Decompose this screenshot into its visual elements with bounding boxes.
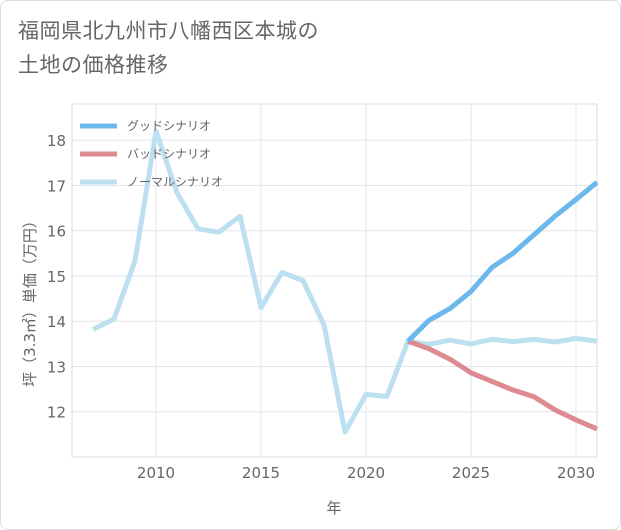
- tick-labels: 12 13 14 15 16 17 18 2010 2015 2020 2025 2030: [47, 132, 595, 482]
- y-tick-label: 16: [47, 223, 66, 241]
- series-line-normal: [91, 128, 598, 435]
- y-tick-label: 17: [47, 177, 66, 195]
- y-tick-label: 12: [47, 404, 66, 422]
- series-line-bad: [407, 338, 598, 432]
- chart-title-line-1: 福岡県北九州市八幡西区本城の: [18, 19, 319, 43]
- series-layer: [91, 128, 599, 435]
- chart-title-line-2: 土地の価格推移: [18, 53, 169, 77]
- x-tick-label: 2020: [347, 464, 385, 482]
- legend-label-normal: ノーマルシナリオ: [127, 175, 223, 189]
- series-line-good: [406, 180, 599, 343]
- y-tick-label: 14: [47, 313, 66, 331]
- legend-label-bad: バッドシナリオ: [127, 147, 211, 161]
- y-tick-label: 15: [47, 268, 66, 286]
- chart-title: 福岡県北九州市八幡西区本城の 土地の価格推移: [18, 14, 608, 82]
- x-tick-label: 2030: [557, 464, 595, 482]
- x-axis-title: 年: [326, 499, 341, 517]
- y-axis-title: 坪（3.3㎡）単価（万円）: [21, 213, 39, 387]
- y-tick-label: 13: [47, 358, 66, 376]
- plot-area: [71, 103, 598, 458]
- x-tick-label: 2015: [242, 464, 280, 482]
- x-tick-label: 2025: [452, 464, 490, 482]
- y-tick-label: 18: [47, 132, 66, 150]
- x-tick-label: 2010: [137, 464, 175, 482]
- legend-label-good: グッドシナリオ: [127, 119, 211, 133]
